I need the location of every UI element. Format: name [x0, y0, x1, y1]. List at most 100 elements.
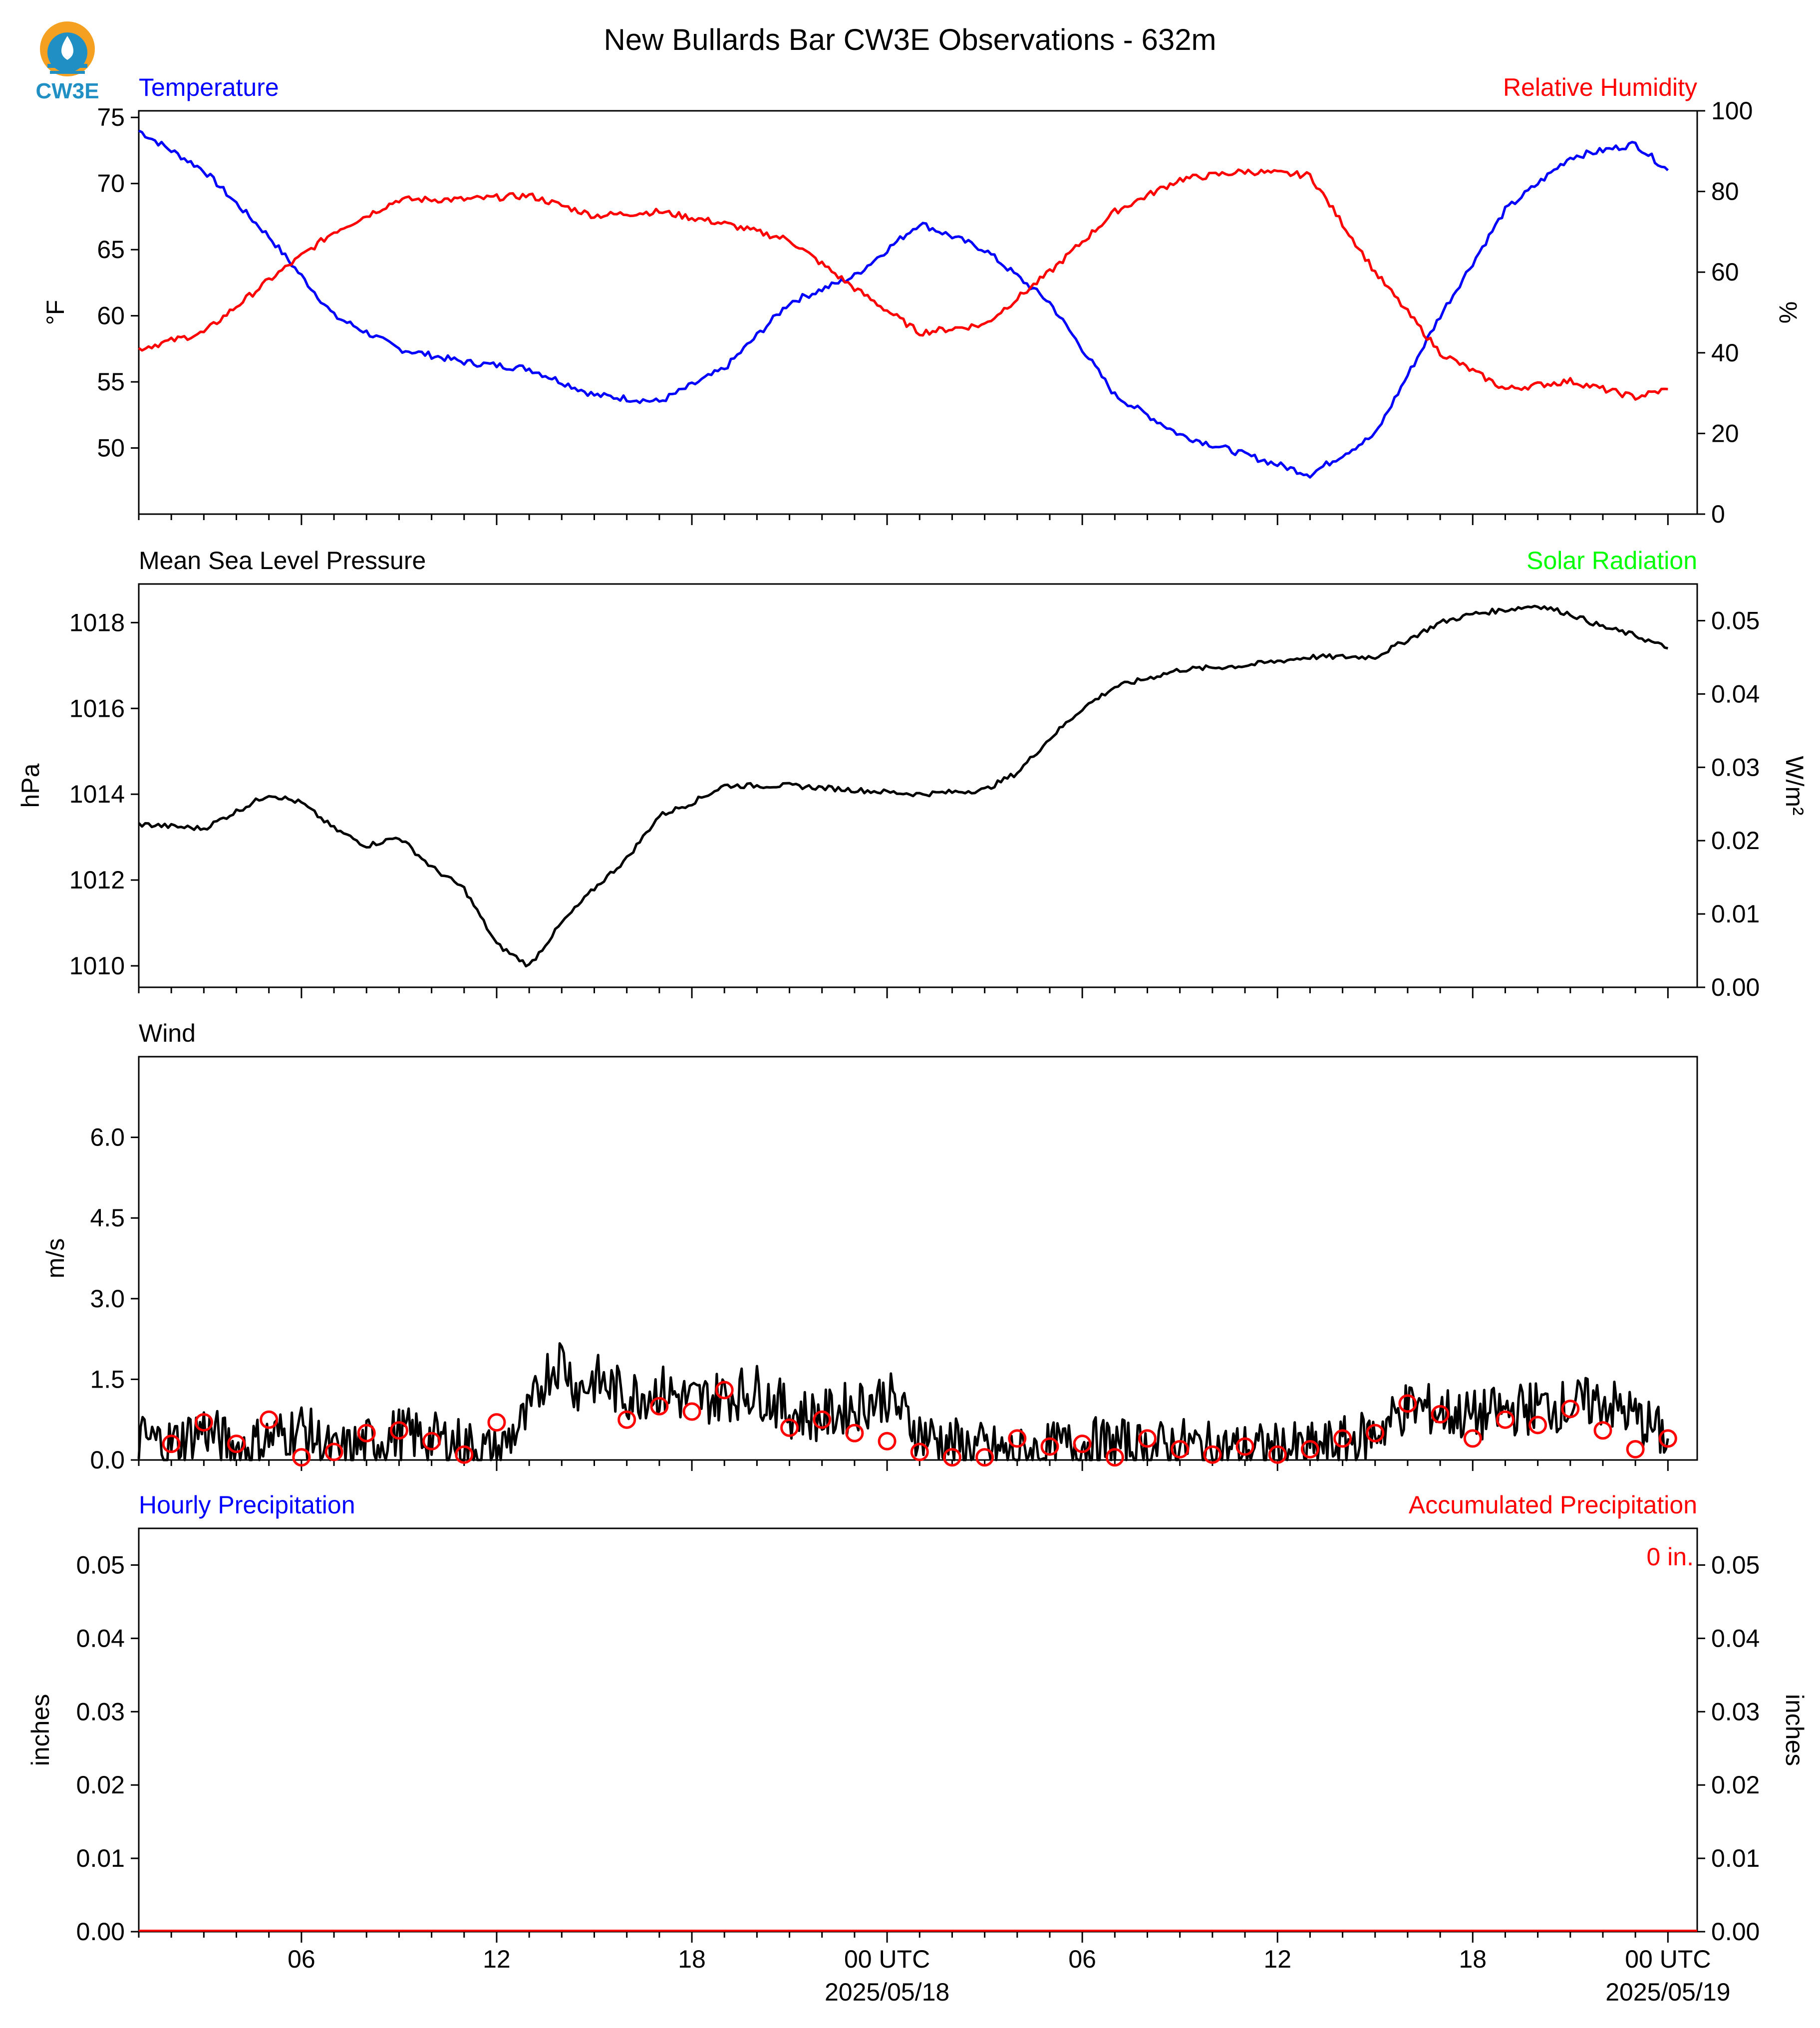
panel4-left-title: Hourly Precipitation	[139, 1491, 355, 1519]
wind-direction-mark	[1073, 1435, 1092, 1453]
logo-text: CW3E	[35, 79, 99, 103]
panel4-frame	[138, 1527, 1698, 1933]
x-tick-label: 00 UTC	[844, 1945, 930, 1973]
series-line-wind-speed	[137, 1342, 1669, 1461]
cw3e-logo: CW3E	[35, 21, 99, 103]
y-tick-label: 70	[97, 170, 125, 198]
y-tick-right-label: 100	[1711, 97, 1753, 125]
y-tick-label: 55	[97, 368, 125, 396]
y-tick-label: 1010	[69, 952, 125, 980]
wind-direction-mark	[878, 1432, 897, 1450]
y-tick-label: 0.04	[76, 1624, 125, 1652]
wind-direction-mark	[650, 1397, 669, 1416]
y-tick-label: 65	[97, 236, 125, 264]
y-tick-label: 50	[97, 434, 125, 462]
panel2-left-title: Mean Sea Level Pressure	[139, 547, 426, 575]
y-tick-right-label: 0	[1711, 500, 1725, 528]
series-line-mean-sea-level-pressure	[138, 604, 1668, 968]
x-tick-label: 12	[1263, 1945, 1291, 1973]
panel4-ylabel-right: inches	[1781, 1694, 1809, 1766]
wind-direction-mark	[194, 1413, 213, 1432]
precip-total-label: 0 in.	[1646, 1543, 1694, 1571]
series-line-relative-humidity	[138, 168, 1668, 401]
x-tick-label: 18	[1459, 1945, 1487, 1973]
wind-direction-mark	[942, 1448, 961, 1467]
wind-direction-mark	[1626, 1440, 1645, 1458]
y-tick-label: 0.0	[90, 1446, 125, 1474]
wind-direction-mark	[162, 1435, 181, 1453]
panel-wind: Wind m/s 0.0 1.5 3.0 4.5 6.0	[41, 1019, 1698, 1474]
wind-direction-mark	[1431, 1405, 1450, 1424]
wind-direction-mark	[1268, 1445, 1287, 1464]
wind-direction-mark	[487, 1413, 506, 1432]
wind-direction-mark	[227, 1435, 246, 1453]
panel1-ylabel: °F	[41, 300, 69, 325]
y-tick-right-label: 80	[1711, 178, 1739, 206]
wind-direction-mark	[1300, 1440, 1319, 1458]
y-tick-right-label: 0.00	[1711, 1918, 1760, 1946]
panel3-left-title: Wind	[139, 1019, 196, 1047]
wind-direction-mark	[1366, 1424, 1385, 1443]
wind-direction-mark	[1333, 1429, 1352, 1448]
wind-direction-mark	[1203, 1445, 1222, 1464]
wind-direction-mark	[422, 1432, 441, 1450]
y-tick-label: 60	[97, 302, 125, 330]
wind-direction-mark	[1496, 1410, 1515, 1429]
panel4-right-title: Accumulated Precipitation	[1409, 1491, 1697, 1519]
y-tick-label: 3.0	[90, 1285, 125, 1313]
wind-direction-mark	[1171, 1440, 1190, 1458]
wind-direction-mark	[455, 1445, 474, 1464]
y-tick-right-label: 0.03	[1711, 753, 1760, 781]
x-tick-label: 06	[1068, 1945, 1096, 1973]
x-axis-labels: 06 12 18 00 UTC 2025/05/18 06 12 18 00 UTC 2025/0…	[288, 1945, 1730, 2006]
y-tick-label: 0.00	[76, 1918, 125, 1946]
panel1-ylabel-right: %	[1774, 301, 1802, 323]
y-tick-label: 0.02	[76, 1771, 125, 1799]
x-tick-label: 12	[483, 1945, 511, 1973]
wind-direction-mark	[715, 1381, 734, 1400]
wind-direction-mark	[780, 1418, 799, 1437]
y-tick-label: 1012	[69, 866, 125, 894]
x-tick-label: 18	[678, 1945, 706, 1973]
y-tick-right-label: 60	[1711, 258, 1739, 286]
wind-direction-mark	[1593, 1421, 1612, 1440]
y-tick-right-label: 0.02	[1711, 827, 1760, 855]
y-tick-label: 1018	[69, 608, 125, 636]
wind-direction-mark	[1235, 1437, 1254, 1456]
series-line-temperature	[138, 129, 1669, 479]
y-tick-label: 0.05	[76, 1551, 125, 1579]
y-tick-label: 1016	[69, 694, 125, 722]
panel1-right-title: Relative Humidity	[1503, 73, 1697, 101]
wind-direction-mark	[1138, 1429, 1157, 1448]
x-date-label: 2025/05/19	[1605, 1978, 1730, 2006]
panel2-right-title: Solar Radiation	[1526, 547, 1697, 575]
y-tick-right-label: 40	[1711, 339, 1739, 367]
wind-direction-mark	[1105, 1448, 1124, 1467]
wind-direction-mark	[813, 1410, 832, 1429]
wind-direction-mark	[292, 1448, 311, 1467]
wind-direction-mark	[324, 1443, 343, 1461]
panel3-frame	[138, 1056, 1698, 1461]
y-tick-right-label: 0.05	[1711, 1551, 1760, 1579]
panel-pressure-solar: Mean Sea Level Pressure Solar Radiation …	[16, 547, 1809, 1001]
wind-direction-mark	[1008, 1429, 1027, 1448]
wind-direction-mark	[617, 1410, 636, 1429]
x-tick-label: 06	[288, 1945, 315, 1973]
chart-title: New Bullards Bar CW3E Observations - 632…	[604, 23, 1216, 56]
panel4-ylabel: inches	[26, 1694, 54, 1766]
wind-direction-mark	[845, 1424, 864, 1443]
y-tick-label: 1.5	[90, 1365, 125, 1393]
y-tick-right-label: 0.01	[1711, 900, 1760, 928]
x-tick-label: 00 UTC	[1625, 1945, 1711, 1973]
y-tick-right-label: 0.01	[1711, 1844, 1760, 1872]
panel-temperature-humidity: Temperature Relative Humidity °F % 50 55 6…	[41, 73, 1802, 528]
wind-direction-mark	[975, 1448, 994, 1467]
wind-direction-mark	[1561, 1400, 1580, 1419]
wind-direction-mark	[389, 1421, 408, 1440]
wind-direction-mark	[910, 1443, 929, 1461]
y-tick-right-label: 0.05	[1711, 606, 1760, 634]
y-tick-label: 0.01	[76, 1844, 125, 1872]
wind-direction-mark	[1528, 1416, 1547, 1435]
panel1-left-title: Temperature	[139, 73, 279, 101]
